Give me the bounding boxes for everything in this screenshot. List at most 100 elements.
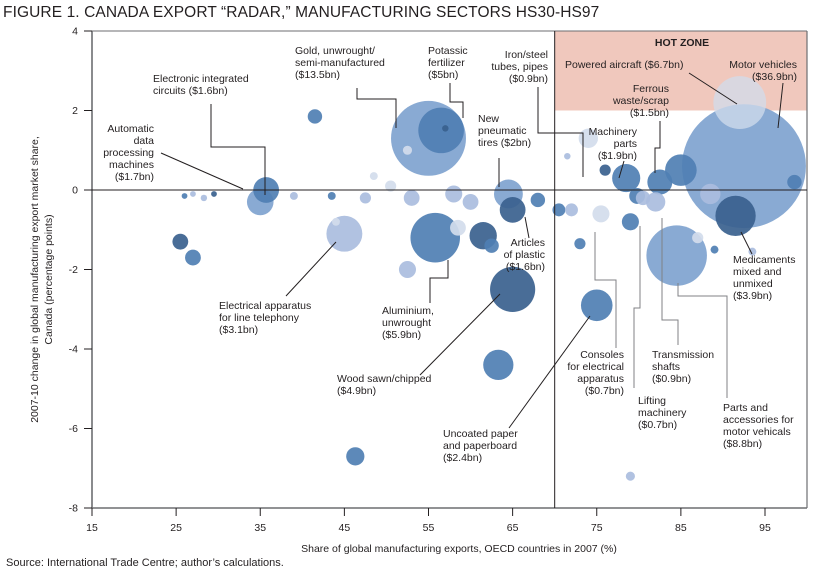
potassic-label: ($5bn) (428, 69, 458, 81)
shafts-label: shafts (652, 361, 680, 373)
aluminium-label: ($5.9bn) (382, 329, 421, 341)
x-tick-label: 45 (339, 522, 351, 534)
bubble-wood-sawn-chipped (490, 266, 536, 312)
iron-steel-leader (537, 87, 584, 177)
hot-zone-label: HOT ZONE (655, 37, 709, 49)
ferrous-label: ($1.5bn) (630, 107, 669, 119)
ferrous-leader (654, 121, 661, 173)
plastic-label: Articles (511, 237, 545, 249)
bubble-medicaments-mixed-and-unmixed (715, 195, 756, 236)
lifting-label: machinery (638, 407, 687, 419)
parts-label: ($8.8bn) (723, 438, 762, 450)
paper-leader (508, 315, 591, 429)
source-note: Source: International Trade Centre; auth… (6, 557, 284, 569)
bubble (327, 192, 336, 200)
y-axis-label-line2: Canada (percentage points) (43, 214, 55, 344)
aluminium-leader (429, 260, 449, 303)
motor-vehicles-leader (777, 82, 784, 129)
bubble (625, 471, 635, 481)
aluminium-label: unwrought (382, 317, 431, 329)
bubble-aluminium-unwrought (410, 212, 461, 263)
bubble (552, 203, 566, 217)
gold-leader (356, 88, 397, 128)
bubble (484, 238, 499, 253)
tires-label: pneumatic (478, 125, 526, 137)
y-tick-label: 2 (72, 105, 78, 117)
bubble-uncoated-paper-and-paperboard (580, 289, 613, 322)
tires-label: tires ($2bn) (478, 137, 531, 149)
lifting-leader (633, 226, 641, 388)
consoles-label: Consoles (580, 349, 624, 361)
bubble (190, 191, 196, 197)
motor-vehicles-label: Motor vehicles (729, 59, 797, 71)
shafts-label: ($0.9bn) (652, 373, 691, 385)
bubble (530, 192, 546, 208)
powered-aircraft-label: Powered aircraft ($6.7bn) (565, 59, 683, 71)
bubble-potassic-fertilizer (418, 107, 464, 154)
shafts-label: Transmission (652, 349, 714, 361)
potassic-label: Potassic (428, 45, 468, 57)
bubble (787, 174, 802, 190)
machinery-parts-label: Machinery (589, 126, 638, 138)
circuits-label: Electronic integrated (153, 73, 249, 85)
bubble-lifting-machinery (621, 213, 639, 231)
parts-label: accessories for (723, 414, 794, 426)
plastic-label: ($1.6bn) (506, 261, 545, 273)
consoles-label: apparatus (577, 373, 624, 385)
telephony-label: ($3.1bn) (219, 324, 258, 336)
plastic-leader (524, 216, 530, 239)
circuits-leader (210, 104, 266, 195)
bubble (445, 185, 463, 203)
medicaments-label: mixed and (733, 266, 782, 278)
bubble (442, 125, 449, 132)
parts-label: motor vehicals (723, 426, 791, 438)
parts-label: Parts and (723, 402, 768, 414)
wood-label: ($4.9bn) (337, 385, 376, 397)
medicaments-label: Medicaments (733, 254, 795, 266)
axes-layer: 4 2 0 -2 -4 -6 -8 15 25 35 45 55 65 75 85 95 Share of gl… (29, 26, 808, 555)
lifting-label: ($0.7bn) (638, 419, 677, 431)
bubble (483, 349, 514, 381)
bubble (398, 260, 417, 279)
bubble (185, 249, 201, 266)
bubble (200, 194, 208, 202)
iron-steel-label: tubes, pipes (491, 61, 548, 73)
bubble (402, 145, 413, 155)
y-tick-label: 0 (72, 185, 78, 197)
x-tick-label: 75 (591, 522, 603, 534)
telephony-leader (285, 241, 337, 297)
bubble (385, 180, 397, 192)
circuits-label: circuits ($1.6bn) (153, 85, 228, 97)
bubble (700, 183, 721, 205)
y-tick-label: -2 (69, 264, 78, 276)
gold-label: ($13.5bn) (295, 69, 340, 81)
wood-leader (419, 293, 501, 376)
bubble-articles-of-plastic (499, 196, 526, 223)
bubble (359, 192, 371, 204)
bubble-ferrous-waste-scrap (647, 169, 673, 195)
bubble-machinery-parts (612, 164, 641, 193)
bubble-consoles-for-electrical-apparatus (592, 205, 610, 223)
adp-label: data (134, 135, 155, 147)
medicaments-label: ($3.9bn) (733, 290, 772, 302)
medicaments-label: unmixed (733, 278, 773, 290)
x-tick-label: 95 (759, 522, 771, 534)
aluminium-label: Aluminium, (382, 305, 434, 317)
bubble (574, 238, 586, 250)
machinery-parts-label: parts (614, 138, 637, 150)
lifting-label: Lifting (638, 395, 666, 407)
y-tick-label: -4 (69, 344, 78, 356)
x-tick-label: 85 (675, 522, 687, 534)
bubble (332, 217, 340, 226)
bubble (462, 194, 479, 210)
bubble (748, 247, 757, 256)
y-tick-label: -6 (69, 423, 78, 435)
paper-label: ($2.4bn) (443, 452, 482, 464)
powered-aircraft-leader (688, 72, 738, 105)
bubble (346, 447, 365, 466)
medicaments-leader (740, 231, 753, 255)
adp-leader (160, 152, 244, 190)
bubble (635, 190, 651, 206)
iron-steel-label: ($0.9bn) (509, 73, 548, 85)
